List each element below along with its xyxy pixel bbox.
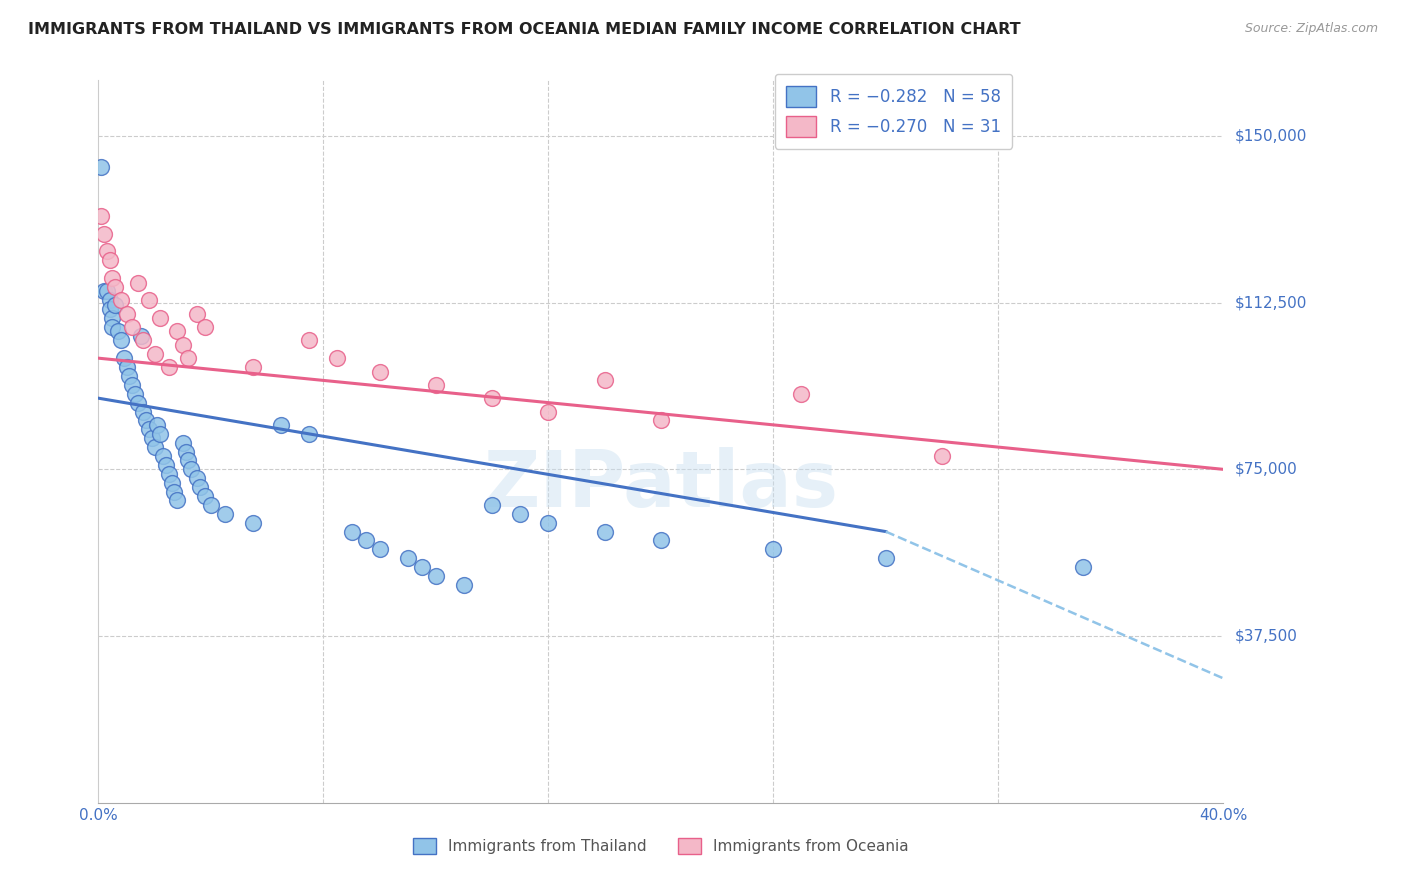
Point bbox=[270, 417, 292, 432]
Point bbox=[537, 404, 560, 418]
Point bbox=[157, 360, 180, 375]
Point bbox=[186, 471, 208, 485]
Point bbox=[141, 431, 163, 445]
Point bbox=[650, 533, 672, 548]
Point bbox=[166, 493, 188, 508]
Point bbox=[186, 307, 208, 321]
Point bbox=[411, 560, 433, 574]
Point bbox=[152, 449, 174, 463]
Point bbox=[354, 533, 377, 548]
Point bbox=[149, 426, 172, 441]
Point bbox=[298, 334, 321, 348]
Point bbox=[396, 551, 419, 566]
Point bbox=[104, 298, 127, 312]
Point bbox=[177, 453, 200, 467]
Point bbox=[98, 293, 121, 308]
Point bbox=[453, 578, 475, 592]
Point bbox=[90, 160, 112, 174]
Point bbox=[509, 507, 531, 521]
Point bbox=[174, 444, 197, 458]
Point bbox=[326, 351, 349, 366]
Point bbox=[149, 311, 172, 326]
Point bbox=[118, 368, 141, 383]
Point bbox=[762, 542, 785, 557]
Point bbox=[425, 377, 447, 392]
Point bbox=[166, 325, 188, 339]
Point bbox=[101, 311, 124, 326]
Point bbox=[593, 524, 616, 539]
Point bbox=[129, 329, 152, 343]
Point bbox=[650, 413, 672, 427]
Point bbox=[121, 320, 143, 334]
Text: $150,000: $150,000 bbox=[1234, 128, 1306, 144]
Point bbox=[121, 377, 143, 392]
Point bbox=[200, 498, 222, 512]
Point bbox=[194, 320, 217, 334]
Point bbox=[593, 373, 616, 387]
Point bbox=[143, 347, 166, 361]
Point bbox=[146, 417, 169, 432]
Point bbox=[481, 498, 503, 512]
Point bbox=[242, 516, 264, 530]
Point bbox=[98, 253, 121, 268]
Point bbox=[157, 467, 180, 481]
Legend: Immigrants from Thailand, Immigrants from Oceania: Immigrants from Thailand, Immigrants fro… bbox=[408, 832, 914, 860]
Point bbox=[110, 293, 132, 308]
Point bbox=[112, 351, 135, 366]
Point bbox=[138, 293, 160, 308]
Point bbox=[135, 413, 157, 427]
Point bbox=[481, 391, 503, 405]
Point bbox=[298, 426, 321, 441]
Text: $112,500: $112,500 bbox=[1234, 295, 1306, 310]
Point bbox=[425, 569, 447, 583]
Text: Source: ZipAtlas.com: Source: ZipAtlas.com bbox=[1244, 22, 1378, 36]
Point bbox=[537, 516, 560, 530]
Point bbox=[101, 320, 124, 334]
Point bbox=[138, 422, 160, 436]
Point bbox=[340, 524, 363, 539]
Point bbox=[177, 351, 200, 366]
Point bbox=[242, 360, 264, 375]
Point bbox=[115, 360, 138, 375]
Text: $75,000: $75,000 bbox=[1234, 462, 1298, 477]
Text: IMMIGRANTS FROM THAILAND VS IMMIGRANTS FROM OCEANIA MEDIAN FAMILY INCOME CORRELA: IMMIGRANTS FROM THAILAND VS IMMIGRANTS F… bbox=[28, 22, 1021, 37]
Point bbox=[127, 276, 149, 290]
Point bbox=[172, 435, 194, 450]
Point bbox=[368, 542, 391, 557]
Point bbox=[96, 285, 118, 299]
Point bbox=[93, 285, 115, 299]
Point bbox=[160, 475, 183, 490]
Text: $37,500: $37,500 bbox=[1234, 629, 1298, 643]
Point bbox=[104, 280, 127, 294]
Point bbox=[172, 338, 194, 352]
Point bbox=[155, 458, 177, 472]
Point bbox=[188, 480, 211, 494]
Point bbox=[101, 271, 124, 285]
Point bbox=[98, 302, 121, 317]
Point bbox=[1071, 560, 1094, 574]
Point bbox=[110, 334, 132, 348]
Point bbox=[115, 307, 138, 321]
Point bbox=[368, 364, 391, 378]
Point bbox=[180, 462, 202, 476]
Point bbox=[931, 449, 953, 463]
Point bbox=[132, 334, 155, 348]
Point bbox=[132, 404, 155, 418]
Point bbox=[194, 489, 217, 503]
Text: ZIPatlas: ZIPatlas bbox=[484, 447, 838, 523]
Point bbox=[790, 386, 813, 401]
Point bbox=[90, 209, 112, 223]
Point bbox=[875, 551, 897, 566]
Point bbox=[107, 325, 129, 339]
Point bbox=[96, 244, 118, 259]
Point bbox=[127, 395, 149, 409]
Point bbox=[214, 507, 236, 521]
Point bbox=[163, 484, 186, 499]
Point bbox=[124, 386, 146, 401]
Point bbox=[93, 227, 115, 241]
Point bbox=[143, 440, 166, 454]
